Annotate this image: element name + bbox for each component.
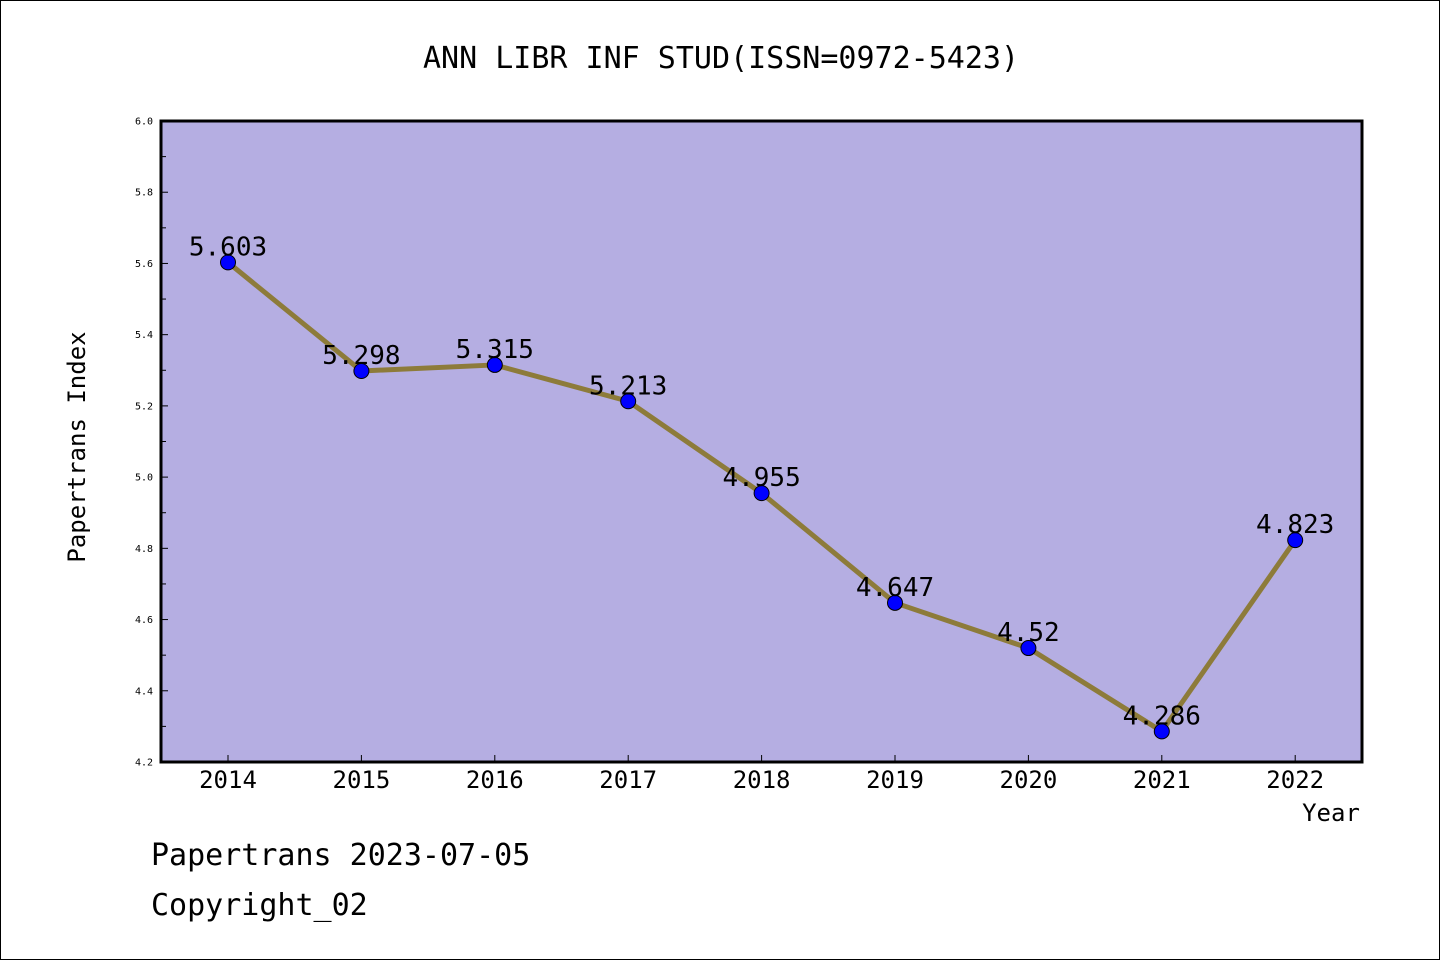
data-point (1020, 640, 1037, 657)
data-label: 4.52 (997, 618, 1060, 648)
x-axis: 2014 2015 2016 2017 2018 2019 2020 2021 2022 (199, 755, 1324, 794)
data-point (486, 356, 503, 373)
plot-area (159, 119, 1364, 764)
x-tick-label: 2021 (1133, 766, 1191, 794)
x-tick-label: 2019 (866, 766, 924, 794)
y-tick-label: 6.0 (135, 117, 153, 128)
data-point (1153, 723, 1170, 740)
data-label: 5.315 (456, 335, 534, 365)
x-tick-label: 2016 (466, 766, 524, 794)
data-point (887, 594, 903, 611)
y-tick-label: 4.2 (135, 758, 153, 769)
y-tick-label: 5.2 (135, 401, 153, 412)
data-point (620, 393, 637, 410)
chart-title: ANN LIBR INF STUD(ISSN=0972-5423) (423, 41, 1019, 76)
y-tick-label: 5.0 (135, 473, 153, 484)
y-tick-label: 5.6 (135, 259, 153, 270)
data-label: 4.647 (856, 573, 934, 603)
y-axis-label: Papertrans Index (63, 331, 91, 562)
data-label: 4.286 (1123, 701, 1201, 731)
footer-date-text: Papertrans 2023-07-05 (151, 838, 530, 873)
y-tick-label: 5.4 (135, 330, 153, 341)
x-axis-label: Year (1302, 799, 1360, 827)
data-point (353, 362, 370, 379)
x-tick-label: 2017 (599, 766, 657, 794)
data-point (220, 254, 236, 271)
x-tick-label: 2020 (1000, 766, 1058, 794)
data-label: 4.823 (1256, 510, 1334, 540)
data-label: 4.955 (722, 463, 800, 493)
footer-copyright-text: Copyright_02 (151, 888, 368, 923)
x-tick-label: 2014 (199, 766, 257, 794)
data-point (753, 485, 770, 502)
data-labels: 5.603 5.298 5.315 5.213 4.955 4.647 4.52 4.286 4… (189, 232, 1334, 731)
y-axis: 4.2 4.4 4.6 4.8 5.0 5.2 5.4 5.6 5.8 6.0 (135, 117, 168, 769)
series-markers (220, 254, 1304, 740)
x-tick-label: 2018 (733, 766, 791, 794)
data-label: 5.298 (322, 341, 400, 371)
data-label: 5.213 (589, 371, 667, 401)
x-tick-label: 2015 (333, 766, 391, 794)
y-tick-label: 4.8 (135, 544, 153, 555)
x-tick-label: 2022 (1266, 766, 1324, 794)
y-tick-label: 4.4 (135, 686, 153, 697)
data-label: 5.603 (189, 232, 267, 262)
y-tick-label: 5.8 (135, 188, 153, 199)
y-tick-label: 4.6 (135, 615, 153, 626)
data-point (1287, 532, 1304, 549)
